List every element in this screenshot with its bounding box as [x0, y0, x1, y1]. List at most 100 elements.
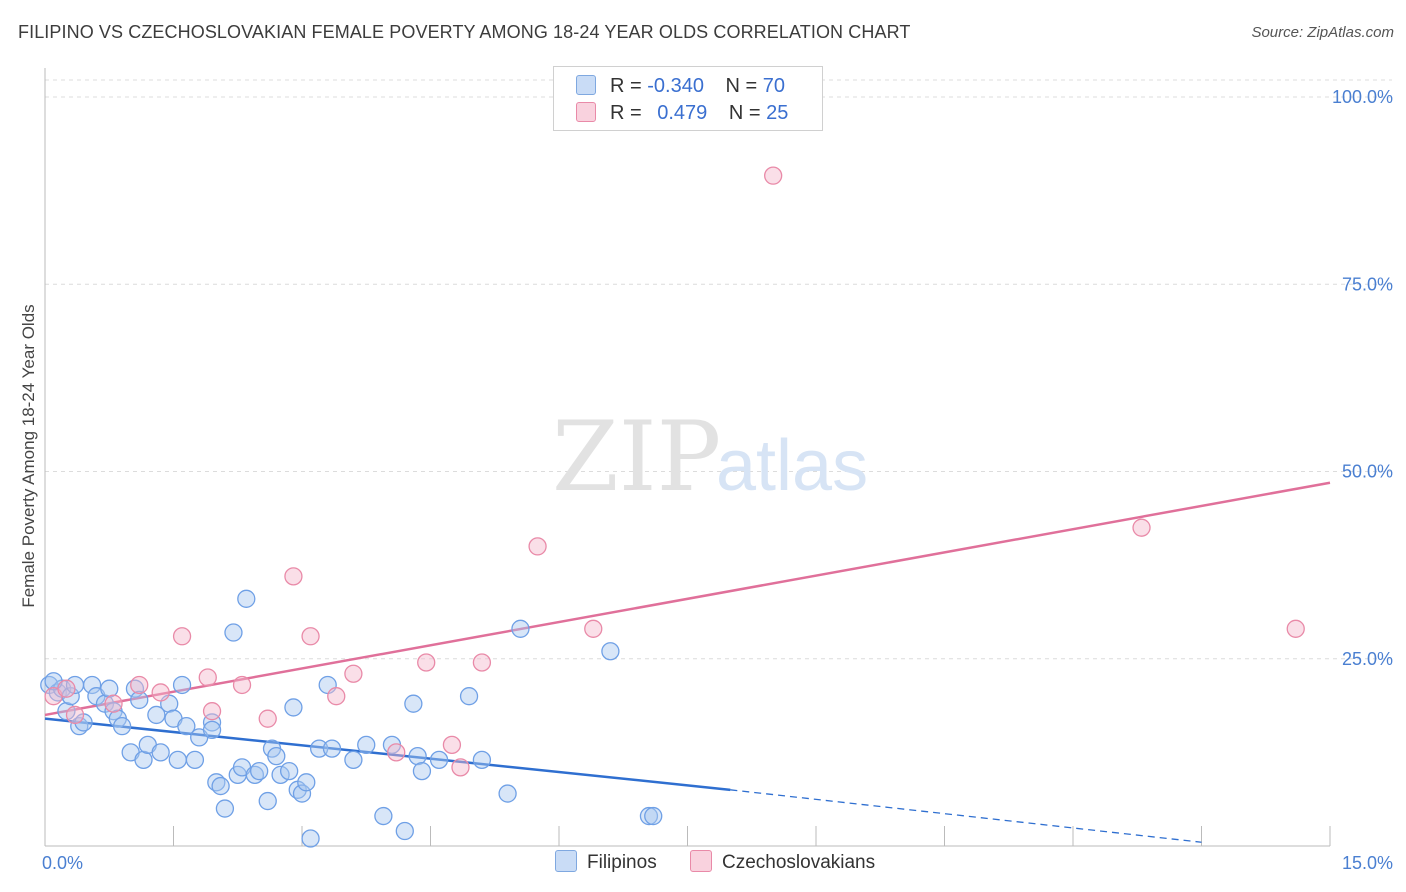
- data-point-czechoslovakians: [327, 687, 346, 706]
- legend-r-label: R =: [610, 75, 642, 97]
- data-point-filipinos: [395, 821, 414, 841]
- data-point-filipinos: [211, 776, 230, 796]
- legend-r-label: R =: [610, 102, 642, 124]
- data-point-filipinos: [639, 806, 659, 826]
- data-point-filipinos: [224, 623, 243, 642]
- data-point-czechoslovakians: [387, 743, 406, 762]
- data-point-filipinos: [168, 750, 187, 770]
- data-point-czechoslovakians: [528, 537, 547, 556]
- data-point-filipinos: [357, 735, 376, 755]
- data-point-filipinos: [177, 717, 196, 736]
- y-axis-label: Female Poverty Among 18-24 Year Olds: [19, 304, 38, 607]
- data-point-czechoslovakians: [417, 653, 436, 672]
- data-point-czechoslovakians: [344, 664, 363, 683]
- data-point-czechoslovakians: [584, 619, 603, 638]
- data-point-czechoslovakians: [1286, 619, 1305, 638]
- data-point-filipinos: [459, 687, 479, 706]
- data-point-filipinos: [644, 806, 663, 826]
- data-point-filipinos: [292, 784, 312, 803]
- data-point-filipinos: [322, 739, 342, 758]
- data-point-czechoslovakians: [198, 668, 217, 687]
- data-point-czechoslovakians: [104, 694, 123, 713]
- data-point-filipinos: [412, 761, 432, 781]
- series-label-czechoslovakians: Czechoslovakians: [721, 852, 876, 873]
- data-point-filipinos: [279, 761, 299, 781]
- series-swatch-filipinos: [555, 850, 577, 872]
- chart-title: FILIPINO VS CZECHOSLOVAKIAN FEMALE POVER…: [18, 22, 911, 42]
- series-legend: Filipinos Czechoslovakians: [555, 850, 903, 874]
- data-point-filipinos: [284, 698, 303, 717]
- data-point-filipinos: [344, 750, 363, 770]
- legend-row-filipinos: R = -0.340 N = 70: [576, 75, 785, 99]
- x-tick-label: 0.0%: [42, 853, 83, 873]
- data-point-filipinos: [404, 694, 423, 713]
- data-point-czechoslovakians: [258, 709, 277, 728]
- y-tick-label: 100.0%: [1332, 87, 1393, 107]
- data-point-filipinos: [301, 829, 320, 848]
- data-point-czechoslovakians: [65, 705, 85, 725]
- series-swatch-czechoslovakians: [689, 850, 712, 872]
- series-legend-czechoslovakians: Czechoslovakians: [689, 850, 876, 874]
- data-point-filipinos: [185, 750, 205, 770]
- y-tick-label: 50.0%: [1342, 462, 1393, 482]
- data-point-czechoslovakians: [764, 166, 783, 185]
- data-point-czechoslovakians: [172, 627, 192, 646]
- legend-n-label: N =: [725, 75, 758, 97]
- data-point-filipinos: [130, 690, 149, 710]
- data-point-czechoslovakians: [284, 567, 303, 586]
- legend-r-value: 0.479: [657, 102, 708, 124]
- data-point-filipinos: [134, 750, 153, 770]
- data-point-filipinos: [237, 589, 256, 608]
- data-point-czechoslovakians: [232, 675, 252, 695]
- data-point-filipinos: [498, 784, 517, 803]
- data-point-czechoslovakians: [472, 653, 492, 672]
- data-point-filipinos: [250, 761, 269, 781]
- trend-lines: [44, 481, 1331, 843]
- legend-n-value: 70: [762, 75, 786, 97]
- data-point-czechoslovakians: [442, 735, 462, 755]
- data-point-czechoslovakians: [202, 702, 222, 721]
- data-point-filipinos: [374, 806, 393, 826]
- tick-labels: 25.0% 50.0% 75.0% 100.0% 0.0% 15.0%: [42, 87, 1393, 873]
- watermark-atlas: atlas: [716, 426, 868, 506]
- legend-swatch-filipinos: [576, 75, 596, 95]
- trend-line-extension: [730, 789, 1202, 843]
- axes: [44, 68, 1331, 847]
- watermark: ZIP atlas: [552, 401, 868, 513]
- x-tick-label: 15.0%: [1342, 853, 1393, 873]
- series-label-filipinos: Filipinos: [587, 852, 657, 873]
- data-point-czechoslovakians: [57, 679, 76, 698]
- data-point-filipinos: [100, 679, 119, 698]
- data-point-czechoslovakians: [1132, 518, 1151, 537]
- data-point-filipinos: [147, 705, 166, 725]
- data-point-filipinos: [172, 675, 192, 695]
- grid-lines: [45, 79, 1392, 660]
- data-point-filipinos: [297, 773, 316, 792]
- data-point-czechoslovakians: [301, 627, 320, 646]
- data-point-czechoslovakians: [451, 758, 470, 777]
- watermark-zip: ZIP: [552, 401, 721, 513]
- data-point-filipinos: [309, 739, 329, 758]
- correlation-legend: R = -0.340 N = 70 R = 0.479 N = 25: [553, 66, 823, 131]
- legend-swatch-czechoslovakians: [576, 102, 596, 122]
- trend-line-czechoslovakians: [44, 481, 1331, 717]
- legend-row-czechoslovakians: R = 0.479 N = 25: [576, 102, 788, 126]
- data-points: [40, 166, 1305, 848]
- series-legend-filipinos: Filipinos: [555, 850, 657, 874]
- data-point-czechoslovakians: [130, 675, 149, 695]
- data-point-filipinos: [112, 717, 132, 736]
- data-point-filipinos: [601, 642, 620, 661]
- data-point-czechoslovakians: [151, 683, 170, 702]
- legend-r-value: -0.340: [647, 75, 704, 97]
- data-point-filipinos: [472, 750, 492, 770]
- data-point-filipinos: [202, 720, 222, 740]
- data-point-filipinos: [511, 619, 530, 638]
- legend-n-label: N =: [728, 102, 761, 124]
- source-label: Source: ZipAtlas.com: [1251, 24, 1394, 41]
- data-point-filipinos: [215, 799, 235, 818]
- data-point-filipinos: [429, 750, 449, 770]
- data-point-filipinos: [408, 746, 427, 766]
- y-tick-label: 25.0%: [1342, 649, 1393, 669]
- legend-n-value: 25: [766, 102, 789, 124]
